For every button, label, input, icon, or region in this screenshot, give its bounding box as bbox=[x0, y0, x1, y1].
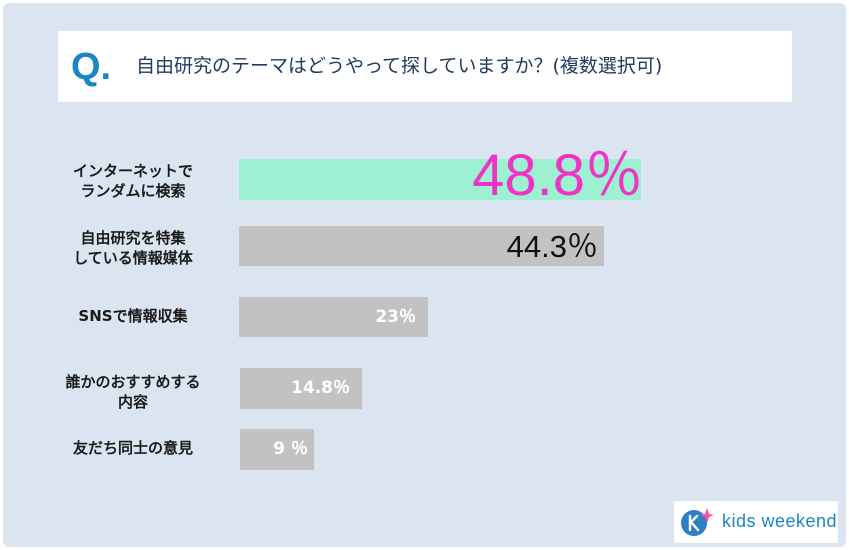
bar bbox=[240, 368, 362, 409]
kids-weekend-logo-icon bbox=[681, 508, 714, 536]
logo-text: kids weekend bbox=[722, 511, 838, 531]
category-label: 誰かのおすすめする 内容 bbox=[65, 373, 201, 411]
question-text: 自由研究のテーマはどうやって探していますか？(複数選択可) bbox=[136, 55, 663, 77]
value-label: 48.8％ bbox=[472, 142, 643, 208]
value-label: 9 ％ bbox=[273, 439, 308, 459]
value-label: 23％ bbox=[375, 306, 416, 327]
bar bbox=[239, 159, 641, 200]
question-mark: Q. bbox=[71, 46, 112, 88]
bar bbox=[239, 226, 604, 266]
question-panel: Q. 自由研究のテーマはどうやって探していますか？(複数選択可) bbox=[58, 31, 792, 102]
category-label: 自由研究を特集 している情報媒体 bbox=[73, 229, 193, 267]
category-label: 友だち同士の意見 bbox=[72, 439, 193, 457]
category-label: インターネットで ランダムに検索 bbox=[72, 162, 193, 200]
bar bbox=[239, 297, 428, 337]
bar bbox=[240, 429, 314, 470]
value-label: 44.3％ bbox=[506, 228, 598, 264]
category-label: SNSで情報収集 bbox=[78, 307, 188, 325]
value-label: 14.8％ bbox=[291, 378, 350, 398]
brand-logo: kids weekend bbox=[674, 501, 838, 543]
